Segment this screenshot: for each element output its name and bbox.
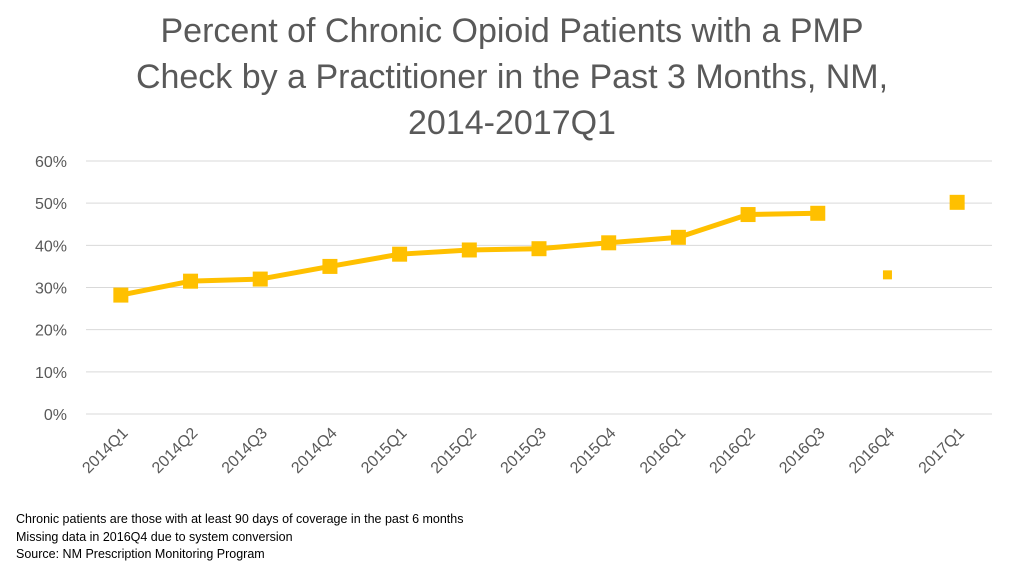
- data-point-marker: [670, 229, 686, 245]
- data-point-marker: [392, 246, 408, 262]
- x-tick-label: 2016Q1: [637, 425, 689, 477]
- data-point-marker: [531, 241, 547, 257]
- chart-title-line-2: Check by a Practitioner in the Past 3 Mo…: [135, 58, 889, 96]
- x-tick-label: 2014Q1: [79, 425, 131, 477]
- x-tick-label: 2014Q4: [288, 425, 340, 477]
- y-tick-label: 30%: [35, 281, 67, 298]
- y-tick-label: 20%: [35, 323, 67, 340]
- footnote-source: Source: NM Prescription Monitoring Progr…: [16, 547, 265, 561]
- x-tick-label: 2014Q3: [219, 425, 271, 477]
- x-axis-tick-labels: 2014Q1 2014Q2 2014Q3 2014Q4 2015Q1 2015Q2 2015…: [79, 425, 968, 477]
- y-tick-label: 0%: [44, 407, 67, 424]
- y-tick-label: 60%: [35, 154, 67, 171]
- y-tick-label: 10%: [35, 365, 67, 382]
- x-tick-label: 2015Q3: [498, 425, 550, 477]
- data-point-marker: [740, 207, 756, 223]
- x-tick-label: 2015Q1: [358, 425, 410, 477]
- data-point-marker: [949, 194, 965, 210]
- chart-title-line-1: Percent of Chronic Opioid Patients with …: [160, 12, 864, 50]
- data-point-marker: [882, 270, 892, 280]
- data-point-marker: [252, 271, 268, 287]
- x-tick-label: 2016Q2: [707, 425, 759, 477]
- x-tick-label: 2015Q2: [428, 425, 480, 477]
- x-tick-label: 2017Q1: [916, 425, 968, 477]
- x-tick-label: 2016Q4: [846, 425, 898, 477]
- x-tick-label: 2016Q3: [776, 425, 828, 477]
- footnote-missing-data: Missing data in 2016Q4 due to system con…: [16, 529, 293, 544]
- gridlines: [86, 160, 992, 415]
- footnotes: Chronic patients are those with at least…: [16, 511, 463, 564]
- data-point-marker: [113, 287, 129, 303]
- data-point-marker: [601, 235, 617, 251]
- y-tick-label: 40%: [35, 238, 67, 255]
- y-tick-label: 50%: [35, 196, 67, 213]
- y-axis-tick-labels: 0% 10% 20% 30% 40% 50% 60%: [35, 154, 67, 424]
- data-point-marker: [322, 258, 338, 274]
- data-point-marker: [183, 273, 199, 289]
- chart-title: Percent of Chronic Opioid Patients with …: [0, 8, 1024, 146]
- chart-title-line-3: 2014-2017Q1: [408, 104, 616, 142]
- data-point-marker: [461, 242, 477, 258]
- footnote-definition: Chronic patients are those with at least…: [16, 512, 464, 526]
- data-point-marker: [810, 205, 826, 221]
- x-tick-label: 2015Q4: [567, 425, 619, 477]
- data-markers: [113, 194, 965, 303]
- x-tick-label: 2014Q2: [149, 425, 201, 477]
